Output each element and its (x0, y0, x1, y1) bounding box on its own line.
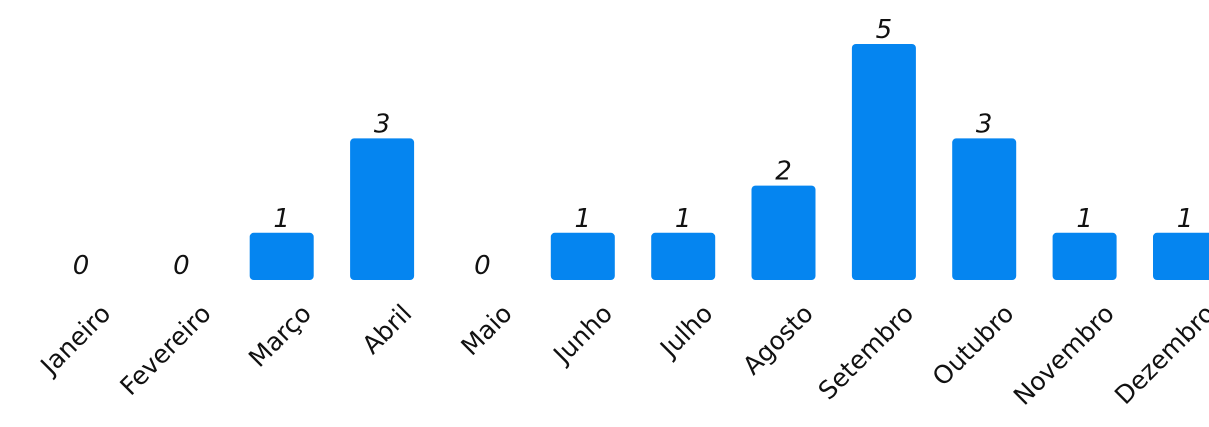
bar-novembro (1052, 232, 1117, 280)
tick-label-novembro: Novembro (1008, 299, 1120, 411)
bar-setembro (851, 44, 916, 280)
tick-label-janeiro: Janeiro (34, 299, 117, 382)
value-label-fevereiro: 0 (173, 251, 190, 281)
bar-outubro (952, 138, 1017, 280)
value-label-maio: 0 (474, 251, 491, 281)
value-label-novembro: 1 (1076, 204, 1093, 234)
value-label-agosto: 2 (775, 157, 792, 187)
tick-label-dezembro: Dezembro (1109, 299, 1209, 410)
value-label-setembro: 5 (876, 15, 893, 45)
tick-label-agosto: Agosto (737, 299, 819, 381)
tick-label-setembro: Setembro (813, 299, 920, 406)
value-label-marco: 1 (273, 204, 290, 234)
bars-layer (249, 44, 1209, 280)
bar-abril (350, 138, 415, 280)
bar-julho (651, 232, 716, 280)
tick-label-outubro: Outubro (927, 299, 1020, 392)
value-label-outubro: 3 (976, 109, 993, 139)
tick-label-marco: Março (243, 299, 317, 373)
value-label-junho: 1 (575, 204, 592, 234)
value-label-julho: 1 (675, 204, 692, 234)
bar-junho (550, 232, 615, 280)
bar-agosto (751, 185, 816, 280)
bar-marco (249, 232, 314, 280)
tick-label-maio: Maio (455, 299, 517, 361)
value-label-janeiro: 0 (73, 251, 90, 281)
value-labels-layer: 0 0 1 3 0 1 1 2 5 3 1 1 (73, 15, 1194, 281)
tick-label-abril: Abril (356, 299, 417, 360)
tick-label-julho: Julho (653, 299, 718, 364)
bar-dezembro (1153, 232, 1209, 280)
tick-label-fevereiro: Fevereiro (114, 299, 216, 401)
value-label-abril: 3 (374, 109, 391, 139)
value-label-dezembro: 1 (1177, 204, 1194, 234)
tick-label-junho: Junho (546, 299, 618, 371)
